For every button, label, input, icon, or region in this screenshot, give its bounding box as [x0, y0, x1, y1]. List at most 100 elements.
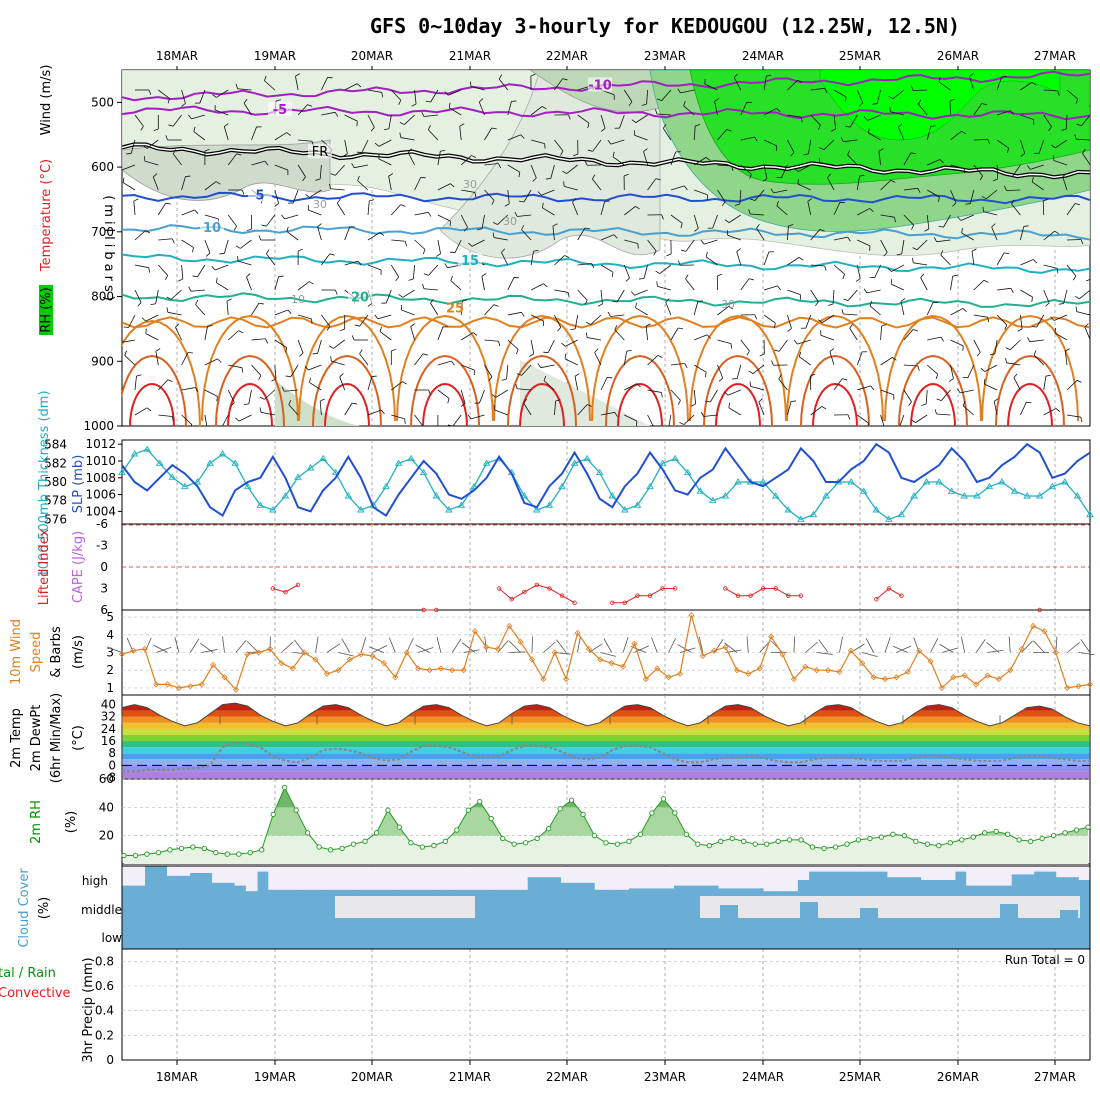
wind-barb	[717, 339, 732, 345]
wind-barb	[530, 283, 544, 291]
cloud-high-clear-80	[1022, 866, 1035, 875]
wind-barb-flag	[938, 225, 944, 228]
wind-barb	[763, 251, 770, 266]
contour-30-arch-0	[122, 354, 187, 426]
wind-barb	[170, 289, 182, 300]
wind10-barb-81	[1033, 640, 1045, 653]
wind10-barb-83	[1066, 642, 1080, 653]
thickness-point-74	[1048, 482, 1057, 490]
contour-5	[122, 191, 1090, 205]
wind-barb	[890, 111, 904, 116]
wind-barb	[377, 314, 392, 320]
wind-barb-flag	[379, 326, 382, 332]
temp-tick-label-16: 16	[101, 734, 116, 748]
wind10-barb-63	[839, 636, 843, 653]
wind-barb	[787, 257, 800, 266]
rh-point-84	[1085, 824, 1091, 830]
rh-point-34	[511, 841, 517, 847]
wind-barb	[717, 129, 727, 141]
rh-point-9	[224, 851, 230, 857]
wind-barb	[459, 126, 462, 141]
label-cape: CAPE (J/kg)	[71, 531, 86, 603]
wind10-barb-18	[326, 643, 341, 653]
wind-barb-flag	[165, 202, 171, 205]
li-point-2-3	[534, 582, 540, 588]
wind-barb	[728, 214, 742, 223]
wind-barb	[891, 283, 905, 291]
wind-barb	[565, 339, 578, 347]
wind-barb-flag	[732, 378, 738, 380]
cloud-high-clear-53	[718, 866, 731, 889]
wind-barb	[223, 239, 229, 254]
wind-barb-flag	[759, 353, 765, 357]
chart-title: GFS 0~10day 3-hourly for KEDOUGOU (12.25…	[370, 14, 960, 38]
rh-point-7	[201, 845, 207, 852]
wind-barb-flag	[705, 400, 711, 403]
contour-25-arch-1	[201, 314, 299, 422]
wind-barb	[554, 139, 564, 152]
wind-barb	[900, 301, 905, 316]
wind-barb-flag	[448, 102, 451, 108]
wind-barb-flag	[840, 137, 844, 142]
li-point-5-1	[886, 586, 892, 591]
wind-barb	[204, 414, 208, 426]
wind10-barb-29	[451, 638, 462, 653]
wind-barb	[763, 139, 777, 147]
wind-barb-flag	[936, 398, 942, 401]
thickness-point-69	[985, 482, 994, 490]
cloud-high-clear-85	[1078, 866, 1091, 880]
wind-speed-point-70	[916, 647, 923, 654]
wind-barb-flag	[656, 98, 662, 101]
wind-barb-flag	[660, 392, 663, 398]
cloud-high-clear-20	[347, 866, 359, 890]
wind-barb-flag	[523, 398, 527, 404]
cloud-high-clear-48	[662, 866, 675, 889]
wind-speed-point-59	[790, 675, 797, 683]
wind-barb-flag	[1082, 149, 1086, 154]
cloud-high-clear-51	[696, 866, 708, 886]
wind-barb	[740, 136, 755, 141]
wind-barb	[577, 114, 590, 124]
wind-speed-point-40	[574, 629, 581, 637]
wind-barb	[1089, 189, 1090, 190]
wind10-barb-39	[556, 639, 567, 653]
wind-barb	[647, 414, 654, 426]
rh-point-17	[316, 844, 322, 850]
wind-barb-flag	[754, 314, 758, 320]
thickness-point-77	[1086, 510, 1094, 518]
wind-barb-flag	[695, 124, 701, 127]
rh-tick-label-60: 60	[99, 772, 114, 786]
wind-barb	[880, 179, 891, 191]
wind-barb	[290, 364, 299, 378]
wind-barb-flag	[450, 275, 453, 281]
wind-barb	[843, 139, 858, 143]
wind-barb	[827, 177, 835, 191]
wind-barb	[437, 183, 451, 191]
wind-barb	[805, 314, 812, 329]
wind-barb-flag	[1055, 408, 1061, 412]
cloud-high-label: high	[82, 874, 108, 888]
wind-barb	[833, 264, 845, 275]
wind-barb-flag	[940, 336, 944, 342]
wind-speed-point-12	[255, 649, 262, 656]
wind-barb-flag	[470, 81, 472, 87]
wind-barb	[214, 109, 229, 116]
contour-label-25: 25	[446, 302, 464, 317]
wind-barb-flag	[146, 407, 152, 412]
thickness-point-59	[859, 487, 868, 494]
wind-barb	[359, 314, 369, 327]
wind-barb	[479, 389, 485, 404]
wind-barb	[643, 264, 648, 279]
wind-barb	[134, 230, 146, 241]
thickness-point-35	[558, 482, 566, 490]
wind-barb	[712, 214, 718, 229]
wind-barb-flag	[518, 200, 524, 203]
wind-barb-flag	[677, 88, 681, 94]
wind-barb	[752, 364, 765, 374]
wind-barb-flag	[136, 374, 142, 377]
wind-barb	[484, 189, 495, 201]
wind-barb	[134, 114, 144, 127]
wind-barb	[158, 264, 168, 276]
thickness-point-12	[269, 506, 277, 513]
date-top-1: 19MAR	[254, 49, 296, 63]
